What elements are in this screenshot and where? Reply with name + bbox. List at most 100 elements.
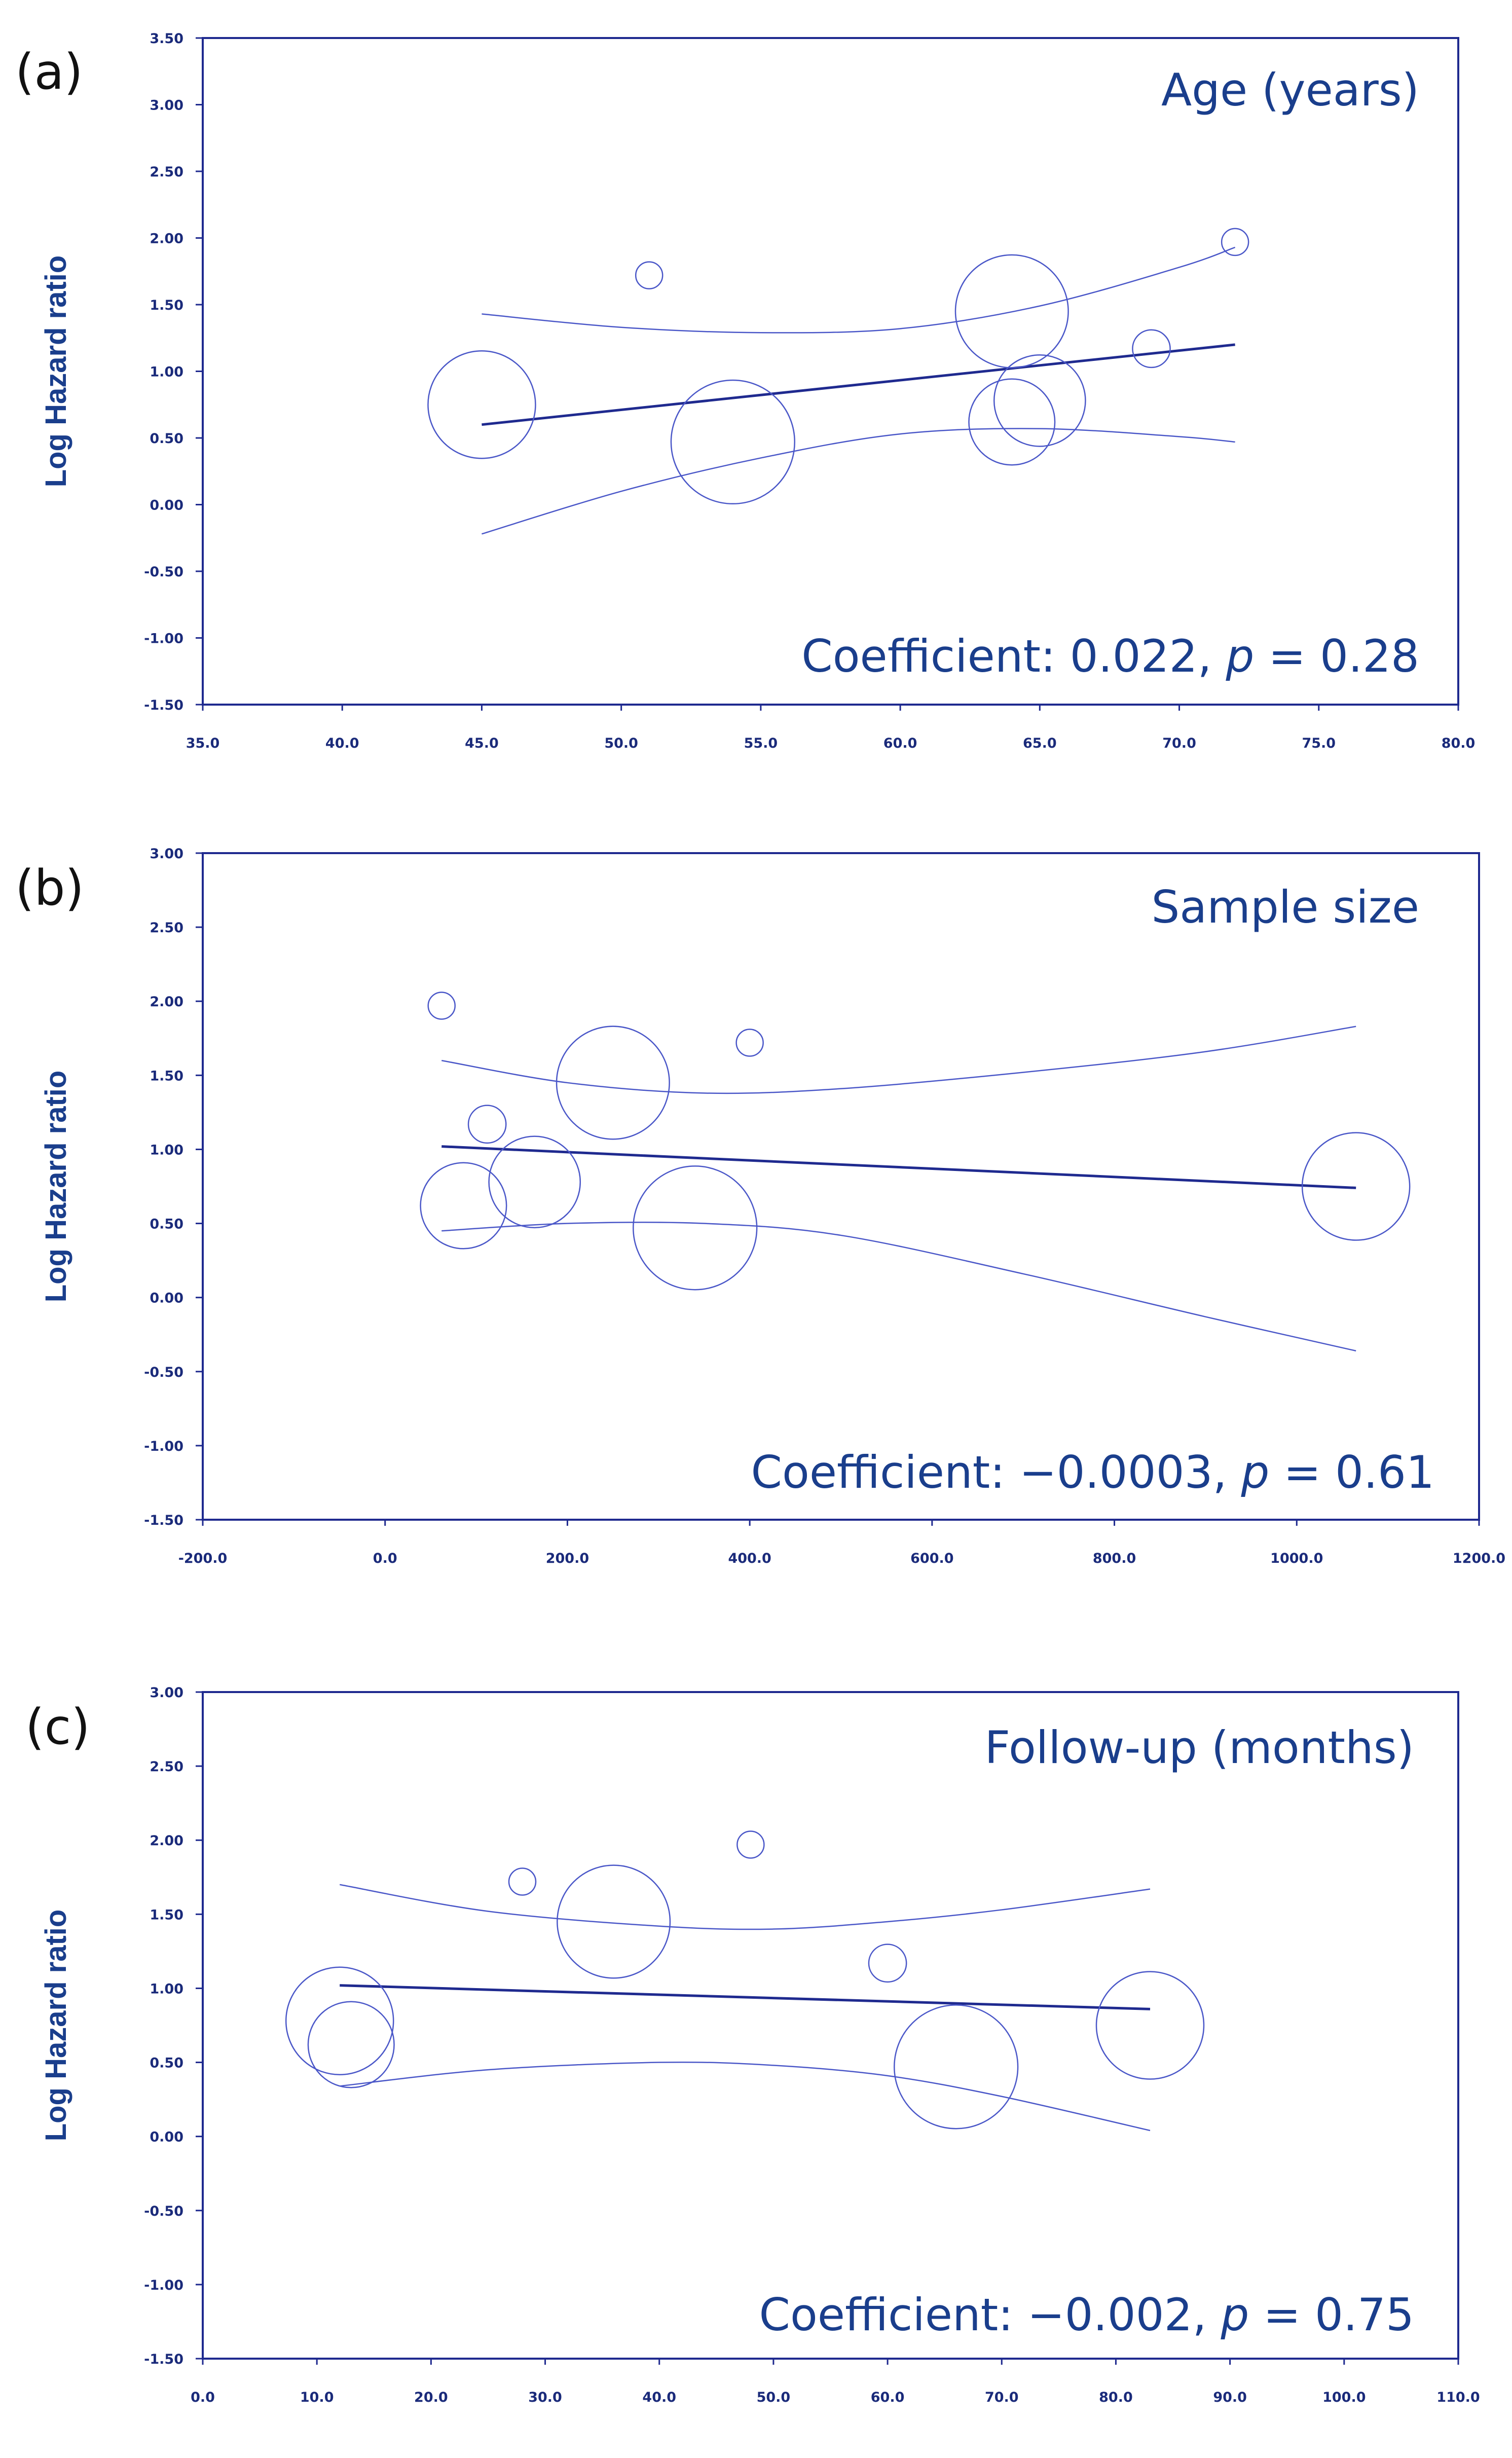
x-tick-label: 0.0 bbox=[191, 2390, 215, 2405]
study-bubble bbox=[1132, 329, 1171, 369]
regression-line bbox=[441, 1145, 1356, 1189]
y-tick-label: 2.50 bbox=[150, 920, 183, 936]
study-bubble bbox=[735, 1029, 764, 1057]
x-tick-label: 60.0 bbox=[871, 2390, 905, 2405]
y-axis-label: Log Hazard ratio bbox=[40, 255, 72, 488]
x-tick-label: 40.0 bbox=[325, 736, 359, 751]
x-tick-label: 60.0 bbox=[883, 736, 917, 751]
y-axis-label: Log Hazard ratio bbox=[40, 1910, 72, 2142]
study-bubble bbox=[868, 1943, 907, 1983]
coefficient-label: Coefficient: 0.022, p = 0.28 bbox=[801, 630, 1419, 682]
x-tick-label: 800.0 bbox=[1093, 1551, 1136, 1566]
y-tick-label: -1.00 bbox=[144, 2278, 183, 2293]
x-tick-label: 1000.0 bbox=[1270, 1551, 1323, 1566]
x-tick-label: 75.0 bbox=[1302, 736, 1336, 751]
x-tick-label: 0.0 bbox=[373, 1551, 397, 1566]
ci-lower-curve bbox=[340, 2061, 1151, 2132]
p-symbol: p bbox=[1226, 630, 1255, 682]
x-tick-label: 90.0 bbox=[1213, 2390, 1247, 2405]
coefficient-text: Coefficient: −0.0003, bbox=[751, 1446, 1241, 1498]
y-tick-label: 1.00 bbox=[150, 1142, 183, 1158]
study-bubble bbox=[670, 379, 795, 505]
p-symbol: p bbox=[1241, 1446, 1270, 1498]
x-tick-label: 35.0 bbox=[186, 736, 220, 751]
y-tick-label: 2.50 bbox=[150, 1759, 183, 1775]
x-tick-label: 50.0 bbox=[604, 736, 638, 751]
study-bubble bbox=[968, 378, 1056, 466]
variable-label: Follow-up (months) bbox=[984, 1721, 1414, 1774]
x-tick-label: 1200.0 bbox=[1453, 1551, 1505, 1566]
x-tick-label: 45.0 bbox=[465, 736, 499, 751]
coefficient-text: Coefficient: 0.022, bbox=[801, 630, 1226, 682]
y-tick-label: 3.50 bbox=[150, 31, 183, 47]
study-bubble bbox=[307, 2001, 395, 2088]
panel-label: (b) bbox=[15, 860, 84, 916]
y-tick-label: -1.50 bbox=[144, 698, 183, 713]
study-bubble bbox=[1095, 1971, 1205, 2080]
plot-frame bbox=[202, 852, 1480, 1521]
regression-line bbox=[340, 1984, 1151, 2010]
ci-upper-curve bbox=[339, 1884, 1151, 1930]
study-bubble bbox=[427, 992, 456, 1020]
y-tick-label: -1.50 bbox=[144, 2352, 183, 2367]
p-value-text: = 0.61 bbox=[1269, 1446, 1434, 1498]
y-tick-label: 3.00 bbox=[150, 98, 183, 114]
study-bubble bbox=[508, 1867, 537, 1896]
x-tick-label: 55.0 bbox=[744, 736, 778, 751]
y-tick-label: -1.00 bbox=[144, 631, 183, 647]
y-tick-label: -1.00 bbox=[144, 1439, 183, 1454]
x-tick-label: 400.0 bbox=[728, 1551, 771, 1566]
plot-frame bbox=[202, 37, 1459, 706]
ci-lower-curve bbox=[482, 428, 1235, 535]
coefficient-label: Coefficient: −0.0003, p = 0.61 bbox=[751, 1446, 1434, 1498]
study-bubble bbox=[993, 354, 1086, 447]
x-tick-label: 80.0 bbox=[1099, 2390, 1133, 2405]
study-bubble bbox=[954, 254, 1069, 369]
y-tick-label: 1.50 bbox=[150, 298, 183, 313]
y-tick-label: 1.00 bbox=[150, 364, 183, 380]
study-bubble bbox=[1301, 1132, 1411, 1241]
y-tick-label: 2.00 bbox=[150, 231, 183, 247]
study-bubble bbox=[467, 1105, 507, 1144]
x-tick-label: 80.0 bbox=[1442, 736, 1476, 751]
panel-b: 3.00 2.50 2.00 1.50 1.00 0.50 0.00 -0.50 -1.00 -1… bbox=[15, 846, 1505, 1566]
x-tick-label: 65.0 bbox=[1023, 736, 1057, 751]
study-bubble bbox=[736, 1830, 765, 1859]
variable-label: Sample size bbox=[1151, 881, 1419, 933]
y-tick-label: 2.00 bbox=[150, 994, 183, 1010]
p-value-text: = 0.75 bbox=[1249, 2289, 1414, 2341]
coefficient-text: Coefficient: −0.002, bbox=[759, 2289, 1221, 2341]
y-axis-label: Log Hazard ratio bbox=[40, 1071, 72, 1303]
y-tick-label: -0.50 bbox=[144, 2204, 183, 2219]
x-tick-label: 600.0 bbox=[910, 1551, 953, 1566]
x-tick-label: 100.0 bbox=[1322, 2390, 1366, 2405]
panel-label: (a) bbox=[15, 44, 83, 100]
x-tick-label: 40.0 bbox=[642, 2390, 676, 2405]
coefficient-label: Coefficient: −0.002, p = 0.75 bbox=[759, 2289, 1414, 2341]
panel-label: (c) bbox=[25, 1699, 90, 1755]
study-bubble bbox=[420, 1162, 507, 1250]
x-tick-label: -200.0 bbox=[178, 1551, 228, 1566]
y-tick-label: 0.50 bbox=[150, 1217, 183, 1232]
x-tick-label: 110.0 bbox=[1436, 2390, 1480, 2405]
p-symbol: p bbox=[1221, 2289, 1249, 2341]
study-bubble bbox=[1221, 228, 1249, 256]
study-bubble bbox=[633, 1165, 758, 1291]
y-tick-label: 2.00 bbox=[150, 1833, 183, 1849]
x-tick-label: 10.0 bbox=[300, 2390, 334, 2405]
y-tick-label: -1.50 bbox=[144, 1513, 183, 1528]
p-value-text: = 0.28 bbox=[1254, 630, 1419, 682]
y-tick-label: 3.00 bbox=[150, 1685, 183, 1701]
ci-upper-curve bbox=[441, 1025, 1356, 1094]
y-tick-label: -0.50 bbox=[144, 564, 183, 580]
y-tick-label: 0.00 bbox=[150, 498, 183, 513]
study-bubble bbox=[427, 350, 536, 459]
y-tick-label: 0.50 bbox=[150, 431, 183, 447]
y-tick-label: 1.00 bbox=[150, 1981, 183, 1997]
x-tick-label: 200.0 bbox=[546, 1551, 589, 1566]
y-tick-label: 0.00 bbox=[150, 2130, 183, 2145]
ci-upper-curve bbox=[482, 246, 1236, 334]
x-tick-label: 70.0 bbox=[1162, 736, 1196, 751]
x-tick-label: 70.0 bbox=[985, 2390, 1019, 2405]
